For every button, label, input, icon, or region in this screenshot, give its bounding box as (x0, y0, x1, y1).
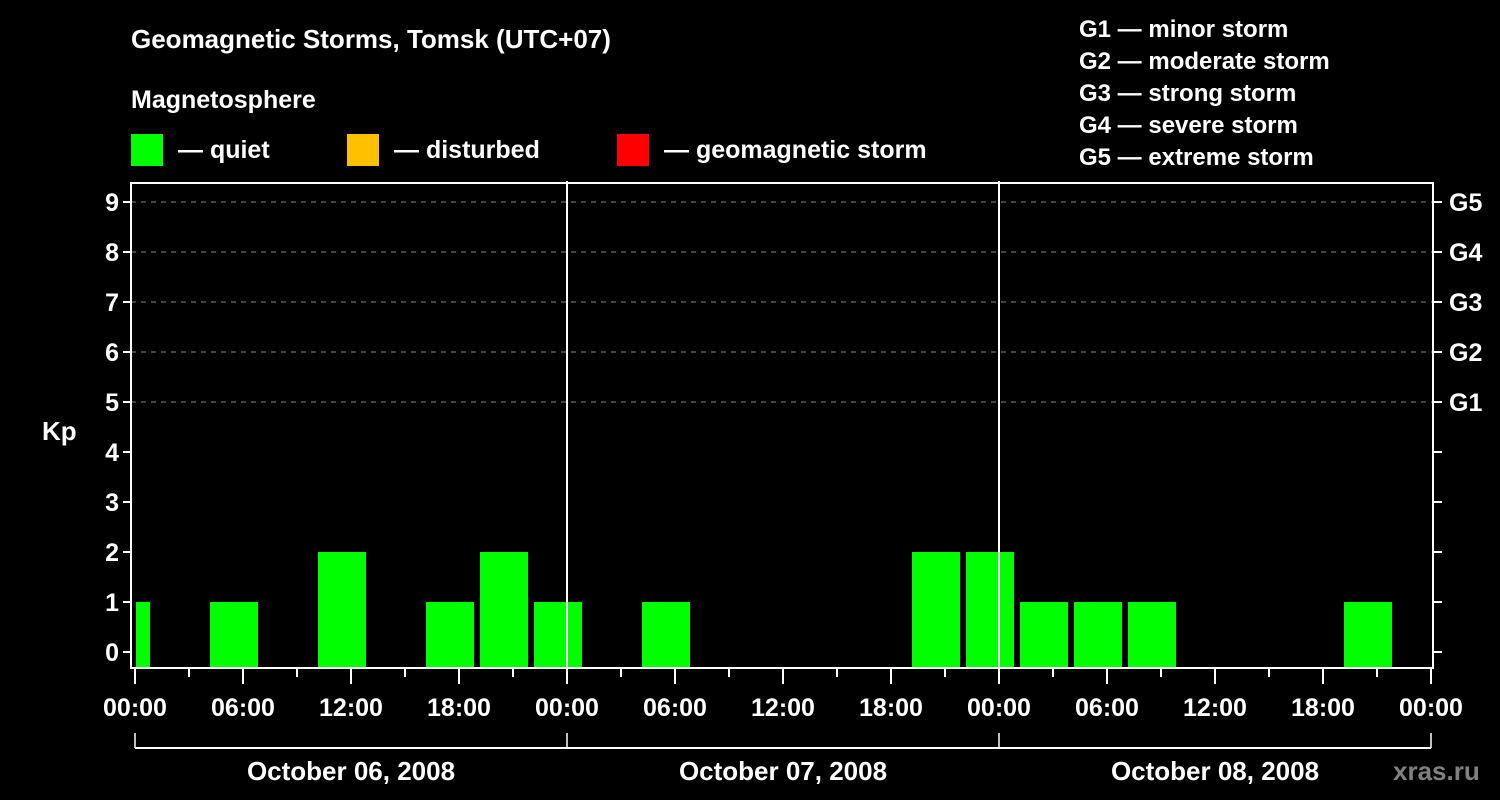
x-tick-label: 18:00 (1291, 694, 1355, 722)
x-tick-label: 06:00 (211, 694, 275, 722)
y-tick-label: 9 (105, 189, 119, 217)
kp-bar (136, 602, 150, 668)
kp-bar (480, 552, 528, 668)
kp-bar (210, 602, 258, 668)
x-tick-label: 18:00 (859, 694, 923, 722)
chart-subtitle: Magnetosphere (131, 86, 316, 114)
g-level-label: G1 (1449, 389, 1482, 417)
storm-scale-g1: G1 — minor storm (1079, 16, 1289, 43)
chart-title: Geomagnetic Storms, Tomsk (UTC+07) (131, 24, 611, 54)
storm-scale-g4: G4 — severe storm (1079, 112, 1298, 139)
x-tick-label: 00:00 (103, 694, 167, 722)
legend-item-disturbed: — disturbed (347, 134, 540, 166)
x-tick-label: 18:00 (427, 694, 491, 722)
legend-swatch-disturbed (347, 134, 379, 166)
y-tick-label: 3 (105, 489, 119, 517)
x-tick-label: 12:00 (1183, 694, 1247, 722)
y-tick-label: 1 (105, 589, 119, 617)
storm-scale-g5: G5 — extreme storm (1079, 144, 1314, 171)
kp-bars (136, 552, 1392, 668)
x-tick-label: 00:00 (535, 694, 599, 722)
kp-bar (912, 552, 960, 668)
x-tick-label: 12:00 (751, 694, 815, 722)
g-level-label: G2 (1449, 339, 1482, 367)
kp-bar (1128, 602, 1176, 668)
y-axis-label: Kp (42, 416, 77, 446)
date-label: October 06, 2008 (247, 756, 455, 786)
x-tick-label: 06:00 (1075, 694, 1139, 722)
x-tick-label: 12:00 (319, 694, 383, 722)
y-tick-label: 7 (105, 289, 119, 317)
legend-item-storm: — geomagnetic storm (617, 134, 927, 166)
kp-bar (966, 552, 1014, 668)
kp-bar (1020, 602, 1068, 668)
legend-swatch-quiet (131, 134, 163, 166)
kp-bar (1074, 602, 1122, 668)
y-tick-label: 0 (105, 639, 119, 667)
g-level-label: G5 (1449, 189, 1482, 217)
date-label: October 07, 2008 (679, 756, 887, 786)
y-tick-label: 6 (105, 339, 119, 367)
legend-label-quiet: — quiet (178, 135, 270, 164)
storm-scale-g2: G2 — moderate storm (1079, 48, 1330, 75)
storm-scale-legend: G1 — minor storm G2 — moderate storm G3 … (1079, 14, 1330, 174)
watermark: xras.ru (1393, 756, 1480, 786)
kp-bar (642, 602, 690, 668)
grid-lines (131, 201, 1433, 403)
y-tick-label: 4 (105, 439, 119, 467)
kp-bar (534, 602, 582, 668)
legend-item-quiet: — quiet (131, 134, 270, 166)
x-tick-label: 00:00 (1399, 694, 1463, 722)
kp-bar (318, 552, 366, 668)
g-level-label: G4 (1449, 239, 1482, 267)
x-tick-label: 06:00 (643, 694, 707, 722)
legend-swatch-storm (617, 134, 649, 166)
g-level-label: G3 (1449, 289, 1482, 317)
legend-label-storm: — geomagnetic storm (664, 135, 927, 164)
kp-bar (426, 602, 474, 668)
axes: 0 1 2 3 4 5 6 7 8 9 G1 G2 G3 G4 G5 00:00 06:00 12:00 18:00… (103, 181, 1482, 786)
legend-label-disturbed: — disturbed (394, 135, 540, 164)
date-label: October 08, 2008 (1111, 756, 1319, 786)
y-tick-label: 8 (105, 239, 119, 267)
storm-scale-g3: G3 — strong storm (1079, 80, 1297, 107)
kp-bar (1344, 602, 1392, 668)
x-tick-label: 00:00 (967, 694, 1031, 722)
y-tick-label: 5 (105, 389, 119, 417)
y-tick-label: 2 (105, 539, 119, 567)
